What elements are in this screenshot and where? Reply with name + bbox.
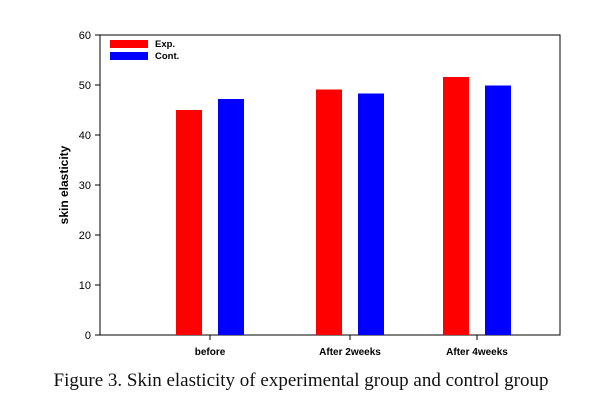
y-tick-label: 60 bbox=[79, 30, 91, 42]
bar-cont bbox=[218, 99, 244, 335]
x-axis: before After 2weeks After 4weeks bbox=[195, 335, 508, 358]
bar-series bbox=[176, 77, 511, 335]
y-tick-label: 50 bbox=[79, 80, 91, 92]
figure-caption: Figure 3. Skin elasticity of experimenta… bbox=[53, 370, 549, 391]
bar-exp bbox=[316, 89, 342, 335]
y-tick-label: 20 bbox=[79, 230, 91, 242]
legend-label: Cont. bbox=[155, 51, 179, 62]
bar-cont bbox=[485, 85, 511, 335]
x-tick-label: before bbox=[195, 347, 226, 358]
y-tick-label: 10 bbox=[79, 280, 91, 292]
y-tick-label: 30 bbox=[79, 180, 91, 192]
x-tick-label: After 4weeks bbox=[446, 347, 508, 358]
bar-cont bbox=[358, 93, 384, 335]
y-tick-label: 0 bbox=[85, 330, 91, 342]
legend: Exp.Cont. bbox=[110, 39, 179, 62]
y-axis-title: skin elasticity bbox=[57, 145, 71, 224]
bar-exp bbox=[176, 110, 202, 335]
legend-swatch bbox=[110, 40, 148, 48]
legend-label: Exp. bbox=[155, 39, 175, 50]
bar-exp bbox=[443, 77, 469, 335]
x-tick-label: After 2weeks bbox=[319, 347, 381, 358]
y-axis: 0 10 20 30 40 50 60 bbox=[79, 30, 100, 342]
bar-chart: 0 10 20 30 40 50 60 before After 2weeks After 4w… bbox=[57, 30, 561, 358]
y-tick-label: 40 bbox=[79, 130, 91, 142]
legend-swatch bbox=[110, 52, 148, 60]
